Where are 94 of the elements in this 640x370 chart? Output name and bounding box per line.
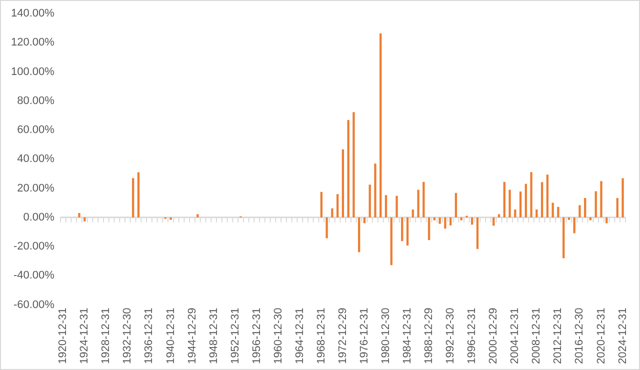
- y-tick-label: -40.00%: [13, 270, 55, 282]
- y-tick-label: -20.00%: [13, 240, 55, 253]
- x-tick-label: 1924-12-31: [78, 308, 91, 364]
- x-tick-label: 1972-12-29: [336, 308, 349, 364]
- bar: [594, 191, 597, 218]
- y-tick-label: 40.00%: [17, 153, 55, 166]
- bar: [132, 178, 134, 218]
- x-tick-label: 2020-12-31: [595, 308, 608, 364]
- x-tick-label: 2000-12-29: [488, 308, 500, 364]
- bar: [600, 181, 602, 218]
- x-tick-label: 1988-12-29: [423, 308, 436, 364]
- x-tick-label: 2016-12-30: [574, 308, 586, 364]
- bar: [428, 217, 430, 240]
- bar: [422, 182, 425, 218]
- x-tick-label: 1948-12-31: [208, 308, 220, 364]
- bar: [320, 192, 322, 218]
- bar: [519, 191, 522, 218]
- x-tick-label: 1968-12-31: [315, 308, 328, 364]
- y-tick-label: 0.00%: [23, 211, 55, 224]
- y-tick-label: 140.00%: [10, 8, 55, 20]
- bar: [530, 172, 532, 218]
- x-tick-label: 2012-12-31: [552, 308, 564, 364]
- bar: [433, 217, 436, 220]
- bar: [412, 210, 414, 218]
- y-tick-label: 80.00%: [17, 94, 55, 107]
- x-tick-label: 1976-12-31: [358, 308, 370, 364]
- bar: [368, 184, 371, 218]
- bar: [449, 217, 452, 226]
- bar: [438, 217, 441, 224]
- x-tick-label: 1944-12-29: [186, 308, 198, 364]
- bar: [573, 217, 576, 234]
- bar: [84, 217, 86, 222]
- y-tick-label: 120.00%: [10, 36, 55, 49]
- bar: [342, 149, 344, 218]
- bar: [589, 217, 592, 220]
- x-tick-label: 2004-12-31: [509, 308, 522, 364]
- bar: [622, 178, 624, 218]
- bar: [514, 210, 516, 218]
- bar: [536, 210, 538, 218]
- bar: [352, 112, 355, 218]
- x-tick-label: 1992-12-30: [444, 308, 457, 364]
- bar: [396, 196, 398, 218]
- bar: [347, 120, 350, 218]
- x-tick-label: 1980-12-30: [380, 308, 392, 364]
- bar: [196, 214, 199, 218]
- y-tick-label: 100.00%: [10, 66, 55, 78]
- bar: [552, 202, 554, 218]
- bar: [498, 214, 500, 218]
- bar: [546, 174, 548, 218]
- bar: [508, 190, 511, 218]
- bar: [417, 190, 420, 218]
- bar: [336, 194, 339, 218]
- bar: [137, 172, 140, 218]
- y-tick-label: 60.00%: [17, 124, 55, 136]
- bar: [568, 217, 570, 220]
- y-tick-label: 20.00%: [17, 182, 55, 194]
- bar: [380, 33, 382, 218]
- x-tick-label: 1936-12-31: [143, 308, 156, 364]
- x-tick-label: 1964-12-31: [294, 308, 306, 364]
- x-tick-label: 1984-12-31: [402, 308, 414, 364]
- x-tick-label: 1952-12-31: [229, 308, 242, 364]
- bar: [454, 192, 458, 218]
- bar: [78, 213, 80, 218]
- bar: [358, 217, 360, 252]
- bar: [331, 208, 334, 218]
- bar: [384, 195, 388, 218]
- bar: [374, 164, 376, 218]
- x-tick-label: 2008-12-31: [530, 308, 543, 364]
- bar: [492, 217, 495, 226]
- bar: [540, 182, 544, 218]
- x-tick-label: 1996-12-31: [466, 308, 478, 364]
- bar: [503, 182, 506, 218]
- bar: [524, 184, 527, 218]
- bar: [557, 206, 560, 218]
- x-tick-label: 1928-12-31: [100, 308, 112, 364]
- bar: [326, 217, 328, 238]
- x-tick-label: 1960-12-30: [272, 308, 284, 364]
- bar: [401, 217, 404, 242]
- bar: [476, 217, 479, 249]
- x-tick-label: 1920-12-31: [57, 308, 70, 364]
- bar: [390, 217, 392, 266]
- bar: [444, 217, 446, 229]
- y-tick-label: -60.00%: [13, 298, 55, 311]
- bar: [578, 205, 581, 218]
- x-tick-label: 1956-12-31: [250, 308, 263, 364]
- bar: [170, 217, 172, 220]
- x-tick-label: 1932-12-30: [122, 308, 134, 364]
- bar: [584, 198, 586, 218]
- x-tick-label: 2024-12-31: [616, 308, 629, 364]
- x-tick-label: 1940-12-31: [164, 308, 177, 364]
- bar: [616, 198, 618, 218]
- bar: [562, 217, 565, 258]
- bar: [406, 217, 409, 246]
- bar: [460, 217, 462, 220]
